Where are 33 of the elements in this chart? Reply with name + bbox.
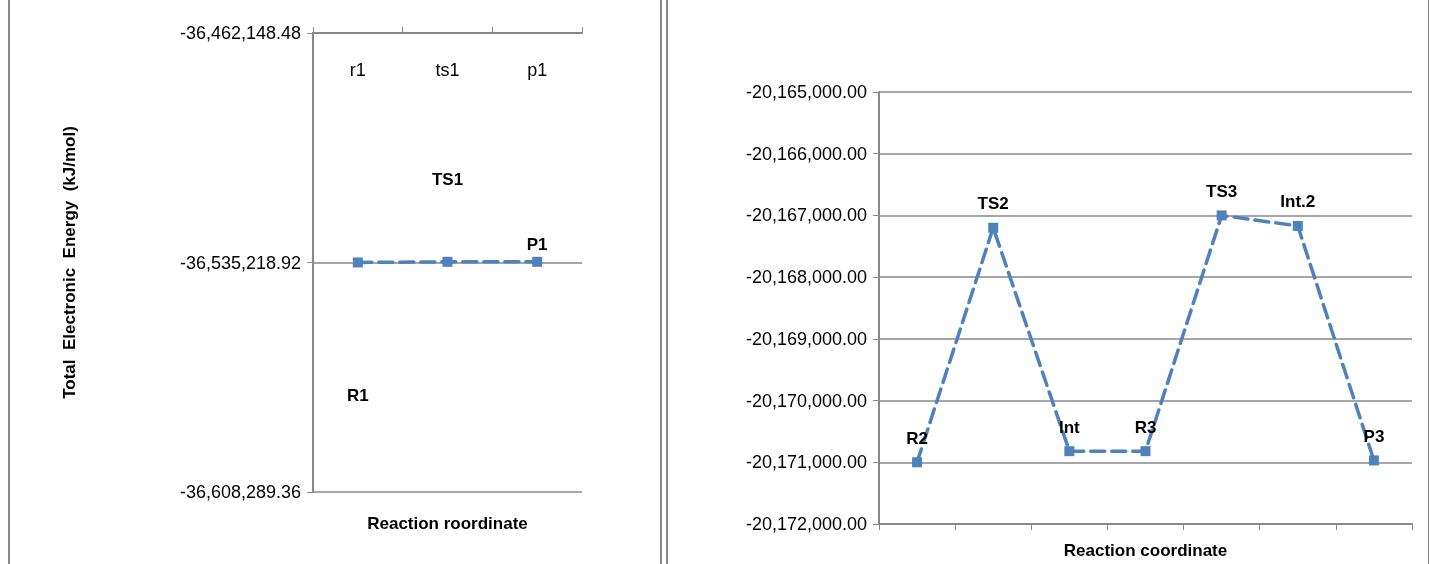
y-tick-label: -20,167,000.00 — [745, 205, 867, 226]
y-tick-label: -20,168,000.00 — [745, 267, 867, 288]
point — [1216, 210, 1227, 221]
annotation: TS3 — [1206, 181, 1238, 201]
y-tick-label: -20,170,000.00 — [745, 390, 867, 411]
point — [1064, 446, 1075, 457]
y-axis-title: Total Electronic Energy (kJ/mol) — [60, 126, 79, 399]
annotation: R1 — [346, 386, 369, 406]
y-tick-label: -20,165,000.00 — [745, 82, 867, 102]
point — [1140, 446, 1151, 457]
y-tick-label: -20,171,000.00 — [745, 452, 867, 473]
y-tick-label: -36,608,289.36 — [179, 482, 301, 502]
y-tick-label: -20,166,000.00 — [745, 143, 867, 164]
point — [1292, 220, 1303, 231]
y-tick-label: -36,535,218.92 — [179, 252, 301, 273]
x-axis-title: Reaction roordinate — [367, 514, 528, 533]
annotation: P3 — [1363, 426, 1385, 446]
point — [912, 457, 923, 468]
annotation: Int — [1058, 417, 1081, 437]
x-tick-label: ts1 — [435, 60, 460, 80]
y-tick-label: -20,169,000.00 — [745, 328, 867, 349]
x-tick-label: r1 — [349, 60, 366, 80]
point — [1368, 455, 1379, 466]
x-axis-title: Reaction coordinate — [1063, 541, 1228, 560]
y-tick-label: -36,462,148.48 — [179, 23, 301, 43]
annotation: P1 — [526, 234, 548, 254]
x-tick-label: p1 — [527, 60, 548, 80]
annotation: TS2 — [977, 194, 1009, 214]
point — [988, 222, 999, 233]
y-tick-label: -20,172,000.00 — [745, 514, 867, 534]
annotation: R3 — [1134, 417, 1157, 437]
annotation: Int.2 — [1280, 192, 1316, 212]
annotation: TS1 — [431, 170, 464, 190]
